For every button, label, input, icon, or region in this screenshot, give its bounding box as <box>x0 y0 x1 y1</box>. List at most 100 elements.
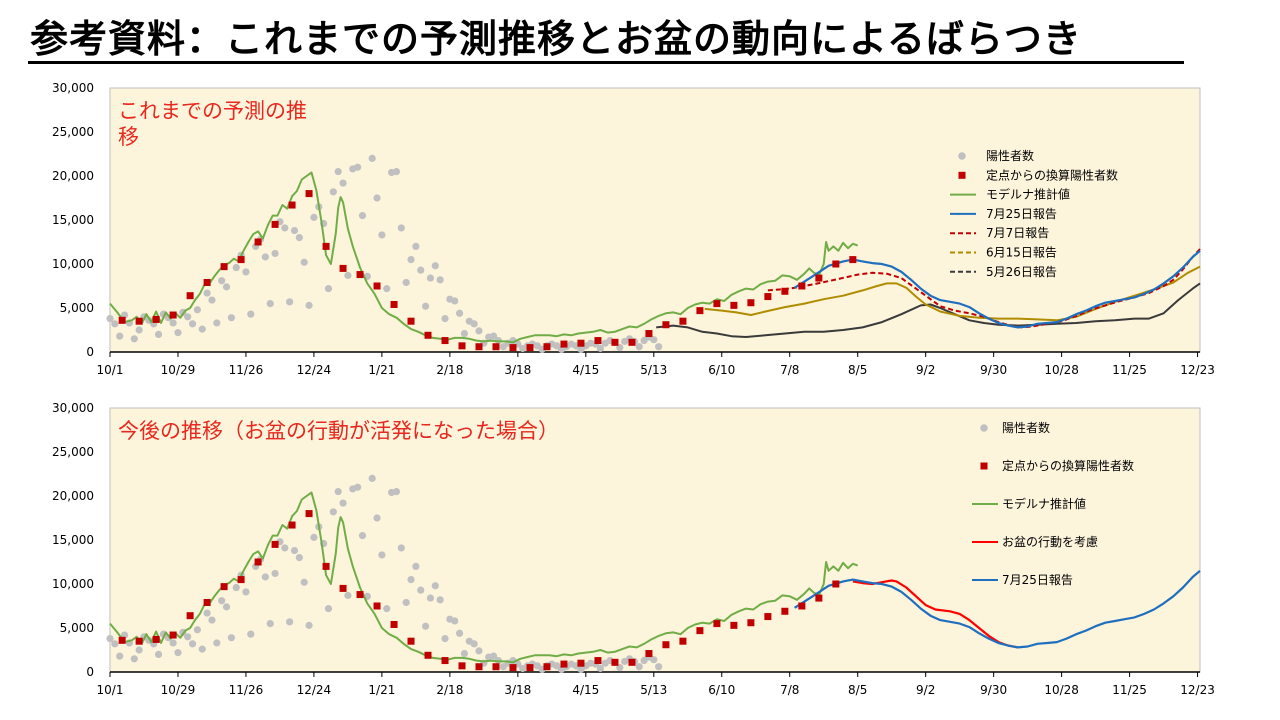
x-tick-label: 10/1 <box>97 683 124 697</box>
converted-point <box>424 331 432 339</box>
observed-point <box>111 640 119 648</box>
converted-point <box>220 263 228 271</box>
observed-point <box>344 591 352 600</box>
converted-point <box>424 651 432 659</box>
observed-point <box>135 646 143 654</box>
converted-point <box>186 292 194 300</box>
converted-point <box>509 664 517 672</box>
observed-point <box>213 639 221 647</box>
converted-point <box>764 613 772 621</box>
converted-point <box>577 339 585 347</box>
converted-point <box>628 338 636 346</box>
x-tick-label: 11/25 <box>1112 683 1147 697</box>
legend-label: 5月26日報告 <box>986 265 1057 279</box>
x-tick-label: 9/30 <box>980 363 1007 377</box>
page-title: 参考資料：これまでの予測推移とお盆の動向によるばらつき <box>30 17 1082 61</box>
observed-point <box>106 314 114 323</box>
converted-point <box>322 562 330 570</box>
converted-point <box>832 260 840 268</box>
converted-point <box>628 658 636 666</box>
converted-point <box>509 344 517 352</box>
observed-point <box>203 289 211 297</box>
converted-point <box>611 338 619 346</box>
converted-point <box>390 620 398 628</box>
converted-point <box>730 621 738 629</box>
legend-label: 陽性者数 <box>1002 420 1050 435</box>
legend-label: 7月7日報告 <box>986 226 1049 240</box>
converted-point <box>696 307 704 315</box>
observed-point <box>460 649 469 658</box>
observed-point <box>412 242 420 250</box>
y-tick-label: 15,000 <box>52 533 94 547</box>
observed-point <box>354 483 362 491</box>
observed-point <box>339 499 347 507</box>
x-tick-label: 11/25 <box>1112 363 1147 377</box>
converted-point <box>186 612 194 620</box>
observed-point <box>169 639 177 647</box>
observed-point <box>266 620 274 628</box>
series-line-model <box>109 491 859 664</box>
converted-point <box>271 540 279 548</box>
x-tick-label: 3/18 <box>504 683 531 697</box>
observed-point <box>290 546 299 555</box>
observed-point <box>208 616 216 624</box>
converted-point <box>815 594 823 602</box>
observed-point <box>130 335 138 343</box>
observed-point <box>650 336 658 344</box>
x-tick-label: 10/29 <box>161 363 196 377</box>
converted-point <box>322 242 330 250</box>
converted-point <box>696 627 704 635</box>
observed-point <box>271 249 279 258</box>
x-tick-label: 6/10 <box>708 363 735 377</box>
observed-point <box>358 532 367 540</box>
converted-point <box>356 271 364 279</box>
converted-point <box>305 510 313 518</box>
observed-point <box>247 310 255 318</box>
converted-point <box>441 337 449 345</box>
observed-point <box>344 271 352 280</box>
observed-point <box>373 514 381 522</box>
converted-point <box>390 300 398 308</box>
observed-point <box>655 663 663 671</box>
observed-point <box>198 325 206 333</box>
converted-point <box>594 337 602 345</box>
observed-point <box>174 329 182 337</box>
observed-point <box>455 309 464 317</box>
chart-title: 今後の推移（お盆の行動が活発になった場合） <box>118 419 559 443</box>
observed-point <box>650 656 658 664</box>
observed-point <box>436 276 444 284</box>
observed-point <box>310 213 318 221</box>
observed-point <box>213 319 221 327</box>
observed-point <box>383 285 391 293</box>
plot-area <box>109 407 1201 673</box>
observed-point <box>329 508 337 516</box>
observed-point <box>324 285 333 293</box>
legend-label: 定点からの換算陽性者数 <box>1002 458 1134 473</box>
x-tick-label: 11/26 <box>229 363 264 377</box>
observed-point <box>470 640 478 648</box>
observed-point <box>402 598 410 607</box>
legend-label: 陽性者数 <box>986 148 1034 163</box>
observed-point <box>455 629 464 637</box>
observed-point <box>441 634 449 643</box>
converted-point <box>458 662 466 670</box>
y-tick-label: 20,000 <box>52 489 94 503</box>
observed-point <box>242 588 250 596</box>
converted-point <box>305 190 313 198</box>
observed-point <box>242 268 250 276</box>
observed-point <box>334 488 342 496</box>
x-tick-label: 10/29 <box>161 683 196 697</box>
chart-title: これまでの予測の推 <box>118 99 307 123</box>
legend-label: 7月25日報告 <box>986 207 1057 221</box>
converted-point <box>713 620 721 628</box>
observed-point <box>368 154 376 162</box>
observed-point <box>295 554 303 562</box>
observed-point <box>169 319 177 327</box>
observed-point <box>295 234 303 242</box>
converted-point <box>169 631 177 639</box>
converted-point <box>764 293 772 301</box>
observed-point <box>470 320 478 328</box>
observed-point <box>397 224 405 232</box>
series-line-jul25 <box>794 569 1201 649</box>
y-tick-label: 25,000 <box>52 445 94 459</box>
